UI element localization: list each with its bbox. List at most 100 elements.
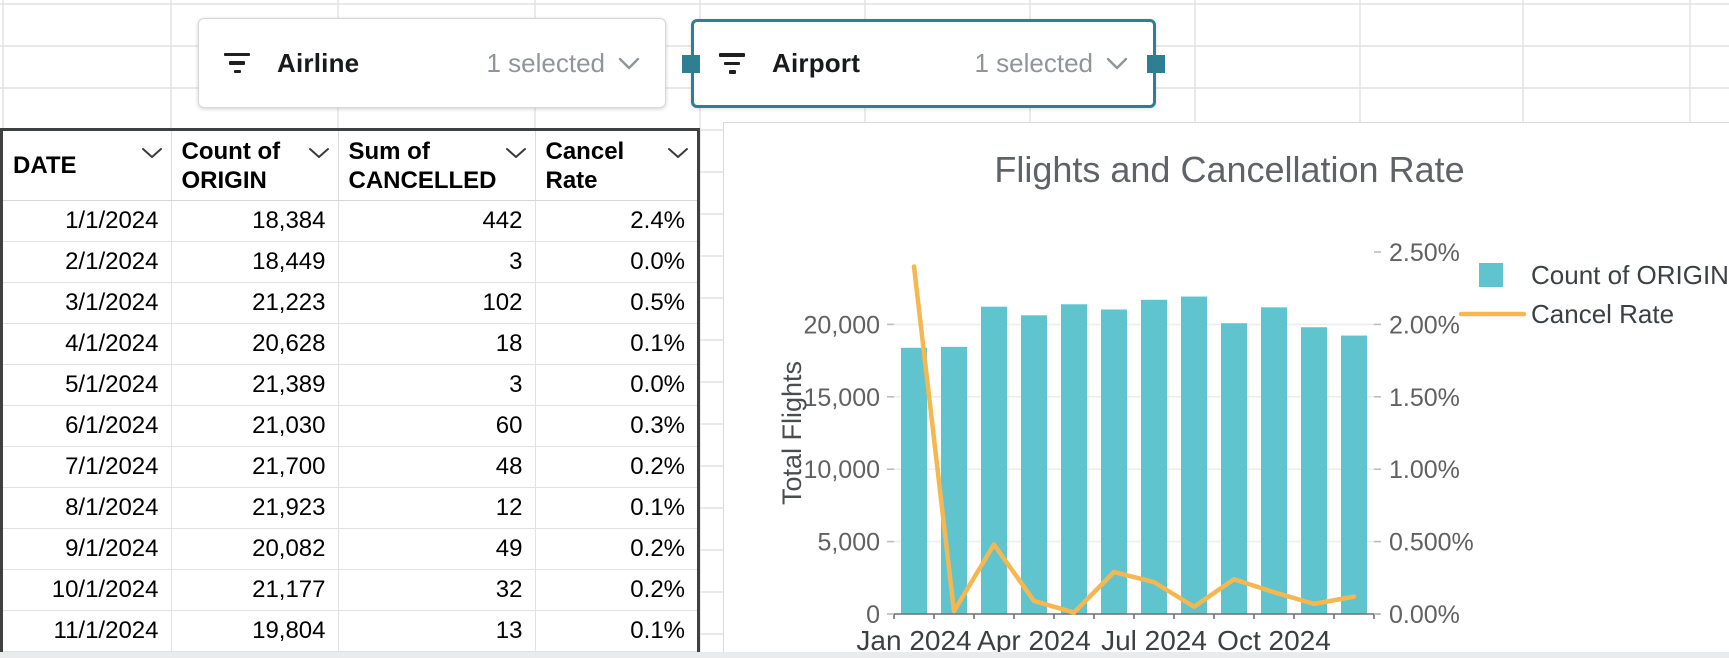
svg-text:1.50%: 1.50% <box>1389 384 1460 412</box>
bar[interactable] <box>1341 335 1367 614</box>
table-cell[interactable]: 10/1/2024 <box>3 569 172 611</box>
chevron-down-icon[interactable] <box>667 147 689 159</box>
bar-series-count-of-origin[interactable] <box>901 296 1367 614</box>
bar[interactable] <box>1301 327 1327 614</box>
table-row: 9/1/2024 20,082 49 0.2% <box>3 528 697 570</box>
table-cell[interactable]: 8/1/2024 <box>3 487 172 529</box>
table-row: 4/1/2024 20,628 18 0.1% <box>3 323 697 365</box>
table-row: 11/1/2024 19,804 13 0.1% <box>3 610 697 652</box>
table-row: 8/1/2024 21,923 12 0.1% <box>3 487 697 529</box>
svg-text:15,000: 15,000 <box>804 384 880 412</box>
table-cell[interactable]: 48 <box>338 446 536 488</box>
table-cell[interactable]: 21,923 <box>171 487 339 529</box>
table-cell[interactable]: 12 <box>338 487 536 529</box>
table-cell[interactable]: 6/1/2024 <box>3 405 172 447</box>
chevron-down-icon[interactable] <box>505 147 527 159</box>
table-cell[interactable]: 0.0% <box>535 241 697 283</box>
svg-text:Jan 2024: Jan 2024 <box>856 625 971 653</box>
table-cell[interactable]: 32 <box>338 569 536 611</box>
column-header-label: Count of <box>181 137 281 165</box>
left-axis-title: Total Flights <box>777 361 807 505</box>
table-cell[interactable]: 0.1% <box>535 610 697 652</box>
table-cell[interactable]: 13 <box>338 610 536 652</box>
table-cell[interactable]: 20,082 <box>171 528 339 570</box>
chevron-down-icon[interactable] <box>617 57 641 70</box>
table-cell[interactable]: 0.1% <box>535 487 697 529</box>
table-cell[interactable]: 21,389 <box>171 364 339 406</box>
slicer-resize-handle-left[interactable] <box>682 54 700 73</box>
column-header-count-of-origin[interactable]: Count of ORIGIN <box>171 131 339 201</box>
bar[interactable] <box>1141 299 1167 614</box>
legend-swatch-bar[interactable] <box>1479 263 1503 287</box>
column-header-label: DATE <box>13 152 77 179</box>
slicer-airport[interactable]: Airport 1 selected <box>682 19 1165 108</box>
table-row: 6/1/2024 21,030 60 0.3% <box>3 405 697 447</box>
table-cell[interactable]: 11/1/2024 <box>3 610 172 652</box>
table-cell[interactable]: 4/1/2024 <box>3 323 172 365</box>
bar[interactable] <box>1021 315 1047 614</box>
table-cell[interactable]: 18,449 <box>171 241 339 283</box>
bar[interactable] <box>1181 296 1207 614</box>
chevron-down-icon[interactable] <box>308 147 330 159</box>
table-cell[interactable]: 7/1/2024 <box>3 446 172 488</box>
table-cell[interactable]: 102 <box>338 282 536 324</box>
column-header-date[interactable]: DATE <box>3 131 172 201</box>
slicer-selected-count: 1 selected <box>974 48 1093 78</box>
table-cell[interactable]: 0.2% <box>535 528 697 570</box>
chevron-down-icon[interactable] <box>141 147 163 159</box>
bar[interactable] <box>1221 323 1247 614</box>
table-cell[interactable]: 1/1/2024 <box>3 200 172 242</box>
table-cell[interactable]: 18,384 <box>171 200 339 242</box>
svg-text:1.00%: 1.00% <box>1389 456 1460 484</box>
svg-text:0.00%: 0.00% <box>1389 601 1460 629</box>
bar[interactable] <box>981 306 1007 614</box>
chart-panel[interactable]: Flights and Cancellation Rate 0 5,000 10,0… <box>723 122 1729 653</box>
chevron-down-icon[interactable] <box>1105 57 1129 70</box>
slicer-title: Airport <box>772 48 861 78</box>
svg-text:10,000: 10,000 <box>804 456 880 484</box>
slicer-airline[interactable]: Airline 1 selected <box>198 18 666 108</box>
table-cell[interactable]: 3 <box>338 364 536 406</box>
bar[interactable] <box>1061 304 1087 614</box>
table-cell[interactable]: 49 <box>338 528 536 570</box>
svg-text:0.500%: 0.500% <box>1389 529 1474 557</box>
svg-text:2.00%: 2.00% <box>1389 311 1460 339</box>
table-cell[interactable]: 20,628 <box>171 323 339 365</box>
table-cell[interactable]: 2.4% <box>535 200 697 242</box>
table-cell[interactable]: 3 <box>338 241 536 283</box>
bar[interactable] <box>941 346 967 614</box>
column-header-cancel-rate[interactable]: Cancel Rate <box>535 131 697 201</box>
table-cell[interactable]: 5/1/2024 <box>3 364 172 406</box>
table-cell[interactable]: 60 <box>338 405 536 447</box>
table-cell[interactable]: 21,700 <box>171 446 339 488</box>
bar[interactable] <box>1261 307 1287 614</box>
table-row: 3/1/2024 21,223 102 0.5% <box>3 282 697 324</box>
table-cell[interactable]: 3/1/2024 <box>3 282 172 324</box>
table-cell[interactable]: 0.5% <box>535 282 697 324</box>
table-cell[interactable]: 21,177 <box>171 569 339 611</box>
table-cell[interactable]: 0.0% <box>535 364 697 406</box>
table-cell[interactable]: 21,030 <box>171 405 339 447</box>
table-cell[interactable]: 9/1/2024 <box>3 528 172 570</box>
bar[interactable] <box>901 347 927 614</box>
filter-icon <box>223 52 251 74</box>
column-header-label: Cancel <box>545 137 625 165</box>
table-cell[interactable]: 18 <box>338 323 536 365</box>
table-cell[interactable]: 0.2% <box>535 446 697 488</box>
table-cell[interactable]: 19,804 <box>171 610 339 652</box>
bar[interactable] <box>1101 309 1127 614</box>
table-cell[interactable]: 21,223 <box>171 282 339 324</box>
table-cell[interactable]: 0.1% <box>535 323 697 365</box>
table-cell[interactable]: 442 <box>338 200 536 242</box>
table-cell[interactable]: 0.3% <box>535 405 697 447</box>
slicer-resize-handle-right[interactable] <box>1147 54 1165 73</box>
combo-chart: 0 5,000 10,000 15,000 20,000 0.00% 0.500% 1.00%… <box>777 239 1729 653</box>
legend-label: Cancel Rate <box>1531 299 1674 329</box>
table-cell[interactable]: 0.2% <box>535 569 697 611</box>
column-header-sum-of-cancelled[interactable]: Sum of CANCELLED <box>338 131 536 201</box>
bottom-row-gutter <box>0 652 1729 658</box>
slicer-title: Airline <box>277 47 360 78</box>
line-series-cancel-rate[interactable] <box>911 264 1357 615</box>
table-cell[interactable]: 2/1/2024 <box>3 241 172 283</box>
